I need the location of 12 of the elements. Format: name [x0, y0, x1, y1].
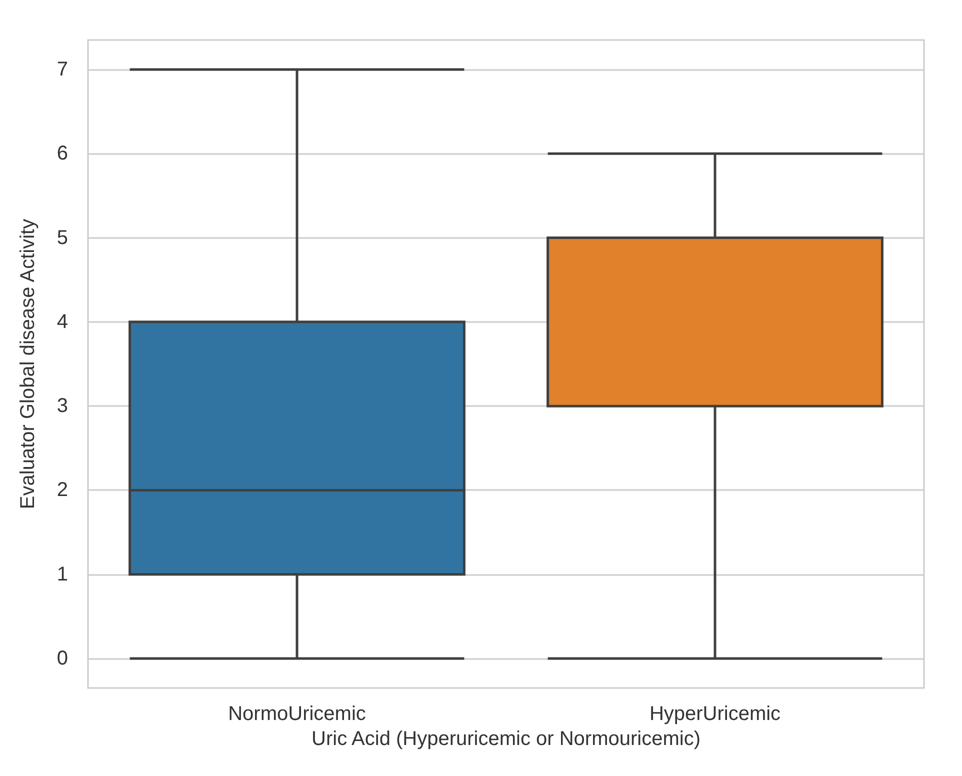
y-tick-label: 5 [56, 226, 68, 249]
y-tick-label: 1 [56, 563, 68, 586]
y-tick-label: 7 [56, 58, 68, 80]
y-tick-label: 6 [56, 142, 68, 165]
x-tick-label: HyperUricemic [649, 703, 781, 725]
y-tick-label: 3 [56, 395, 68, 418]
x-axis-title: Uric Acid (Hyperuricemic or Normouricemic) [312, 728, 700, 750]
x-tick-label: NormoUricemic [228, 703, 366, 725]
y-tick-label: 0 [56, 648, 68, 670]
y-axis-title: Evaluator Global disease Activity [17, 218, 39, 510]
y-tick-label: 2 [56, 479, 68, 502]
y-tick-label: 4 [56, 310, 68, 333]
